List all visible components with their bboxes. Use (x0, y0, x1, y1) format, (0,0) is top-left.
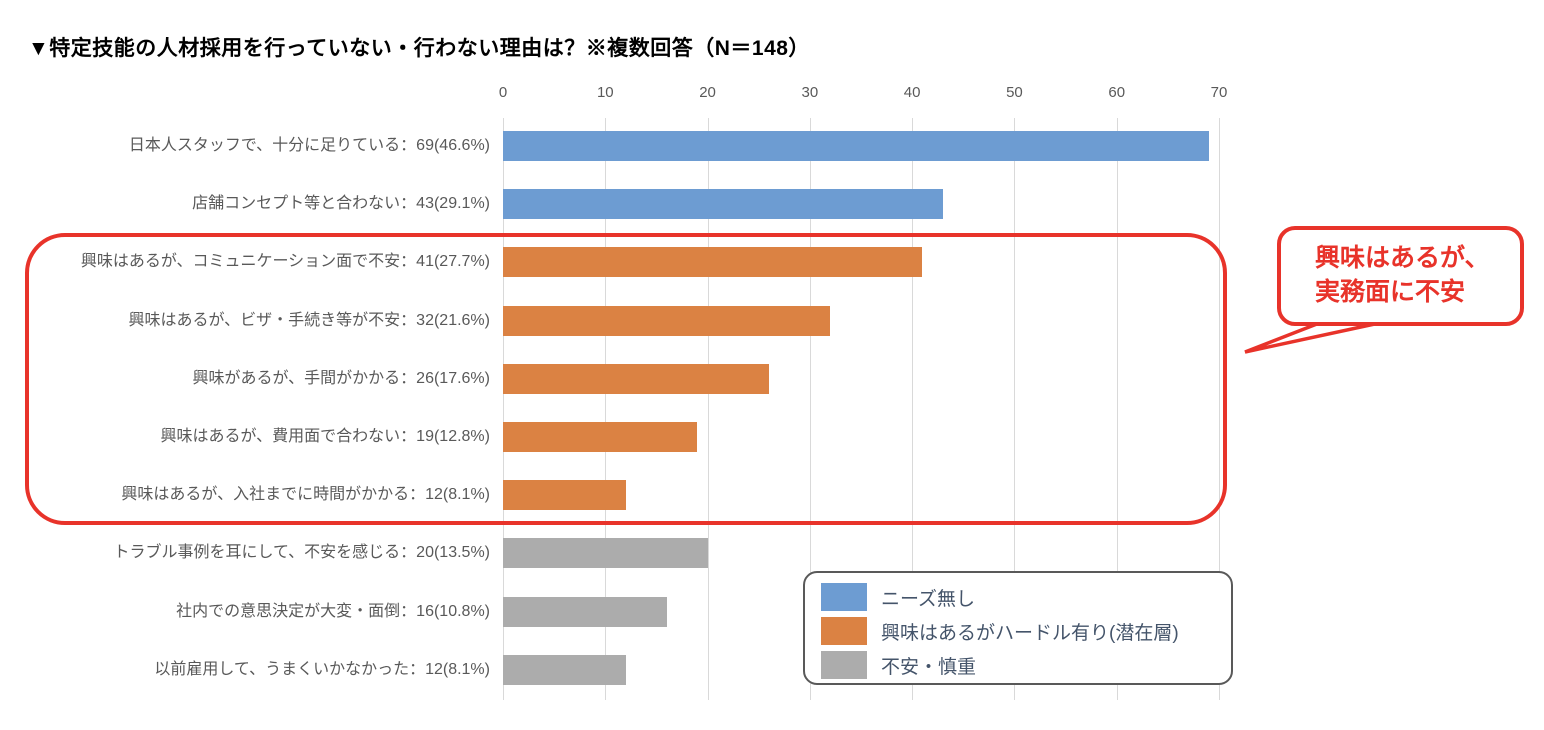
axis-tick-label: 70 (1210, 84, 1228, 101)
bar-row-label: 興味はあるが、ビザ・手続き等が不安：32(21.6%) (128, 311, 490, 329)
bar (503, 247, 923, 278)
bar (503, 189, 943, 220)
legend-label: 興味はあるがハードル有り(潜在層) (881, 622, 1179, 644)
bar-row-label: 日本人スタッフで、十分に足りている：69(46.6%) (128, 137, 490, 154)
bar-row-label: 興味はあるが、費用面で合わない：19(12.8%) (160, 428, 490, 445)
bar-row-label: 興味はあるが、コミュニケーション面で不安：41(27.7%) (80, 253, 490, 271)
chart-title: ▼特定技能の人材採用を行っていない・行わない理由は？※複数回答（N＝148） (28, 37, 810, 60)
bar (503, 305, 831, 336)
bar (503, 131, 1209, 161)
callout-bubble: 興味はあるが、 実務面に不安 (1277, 226, 1524, 326)
bar-row-label: 店舗コンセプト等と合わない：43(29.1%) (192, 195, 490, 213)
bar-row-label: 興味があるが、手間がかかる：26(17.6%) (192, 369, 490, 387)
legend-item: 不安・慎重 (821, 648, 1231, 682)
bar (503, 363, 769, 394)
bar (503, 480, 626, 511)
legend-swatch (821, 651, 867, 679)
legend-item: 興味はあるがハードル有り(潜在層) (821, 614, 1231, 648)
legend-label: ニーズ無し (881, 588, 976, 610)
bar (503, 654, 626, 685)
callout-text-line2: 実務面に不安 (1315, 278, 1466, 306)
bar-row-label: 以前雇用して、うまくいかなかった：12(8.1%) (154, 660, 490, 678)
legend-swatch (821, 583, 867, 611)
bar-row-label: 社内での意思決定が大変・面倒：16(10.8%) (176, 602, 490, 620)
bar (503, 596, 667, 627)
legend-box: ニーズ無し興味はあるがハードル有り(潜在層) 不安・慎重 (803, 571, 1233, 685)
legend-swatch (821, 617, 867, 645)
bar (503, 538, 708, 569)
axis-tick-label: 30 (801, 84, 819, 101)
legend-label: 不安・慎重 (881, 656, 977, 678)
axis-tick-label: 50 (1006, 84, 1023, 101)
callout-text-line1: 興味はあるが、 (1315, 244, 1490, 272)
bar (503, 422, 698, 452)
bar-row-label: トラブル事例を耳にして、不安を感じる：20(13.5%) (113, 544, 490, 562)
axis-tick-label: 0 (498, 84, 508, 101)
bar-row-label: 興味はあるが、入社までに時間がかかる：12(8.1%) (121, 486, 490, 504)
axis-tick-label: 20 (699, 84, 716, 101)
callout-tail (1244, 320, 1385, 354)
axis-tick-label: 10 (596, 84, 614, 101)
legend-item: ニーズ無し (821, 580, 1231, 614)
axis-tick-label: 40 (903, 84, 921, 101)
axis-tick-label: 60 (1108, 84, 1126, 101)
